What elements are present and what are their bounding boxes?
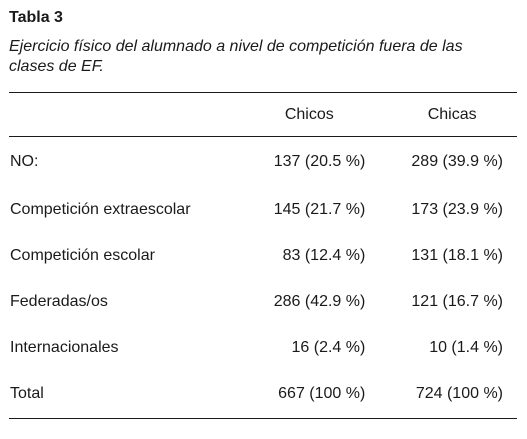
- header-rule: [9, 136, 517, 137]
- row-label: Internacionales: [10, 339, 119, 356]
- row-value-chicas: 289 (39.9 %): [411, 152, 503, 170]
- row-value-chicos: 16 (2.4 %): [291, 339, 366, 356]
- row-label: Federadas/os: [10, 293, 108, 310]
- table-row: Federadas/os 286 (42.9 %) 121 (16.7 %): [9, 279, 517, 325]
- row-label: Competición extraescolar: [10, 201, 191, 218]
- row-value-chicas: 724 (100 %): [415, 385, 503, 402]
- table-row: NO: 137 (20.5 %) 289 (39.9 %): [9, 136, 517, 187]
- row-label: Total: [10, 385, 44, 402]
- table-title: Tabla 3: [9, 9, 63, 26]
- row-label: Competición escolar: [10, 247, 155, 264]
- row-value-chicos: 137 (20.5 %): [273, 152, 366, 170]
- table-row: Competición escolar 83 (12.4 %) 131 (18.…: [9, 233, 517, 279]
- row-label: NO:: [10, 152, 39, 170]
- row-value-chicas: 131 (18.1 %): [411, 247, 503, 264]
- row-value-chicas: 121 (16.7 %): [411, 293, 503, 310]
- table-caption: Ejercicio físico del alumnado a nivel de…: [9, 38, 463, 75]
- header-chicas: Chicas: [427, 105, 477, 123]
- top-rule: [9, 92, 517, 93]
- row-value-chicas: 173 (23.9 %): [411, 201, 503, 218]
- row-value-chicas: 10 (1.4 %): [429, 339, 503, 356]
- row-value-chicos: 83 (12.4 %): [282, 247, 366, 264]
- header-row: Chicos Chicas: [9, 93, 517, 136]
- table-row: Internacionales 16 (2.4 %) 10 (1.4 %): [9, 325, 517, 371]
- row-value-chicos: 286 (42.9 %): [273, 293, 366, 310]
- header-chicos: Chicos: [284, 105, 334, 123]
- table-row: Competición extraescolar 145 (21.7 %) 17…: [9, 187, 517, 233]
- data-table: Chicos Chicas NO: 137 (20.5 %) 289 (39.9…: [9, 93, 517, 417]
- table-row-total: Total 667 (100 %) 724 (100 %): [9, 371, 517, 417]
- row-value-chicos: 145 (21.7 %): [273, 201, 366, 218]
- bottom-rule: [9, 418, 517, 419]
- header-label-cell: [9, 93, 247, 136]
- row-value-chicos: 667 (100 %): [278, 385, 366, 402]
